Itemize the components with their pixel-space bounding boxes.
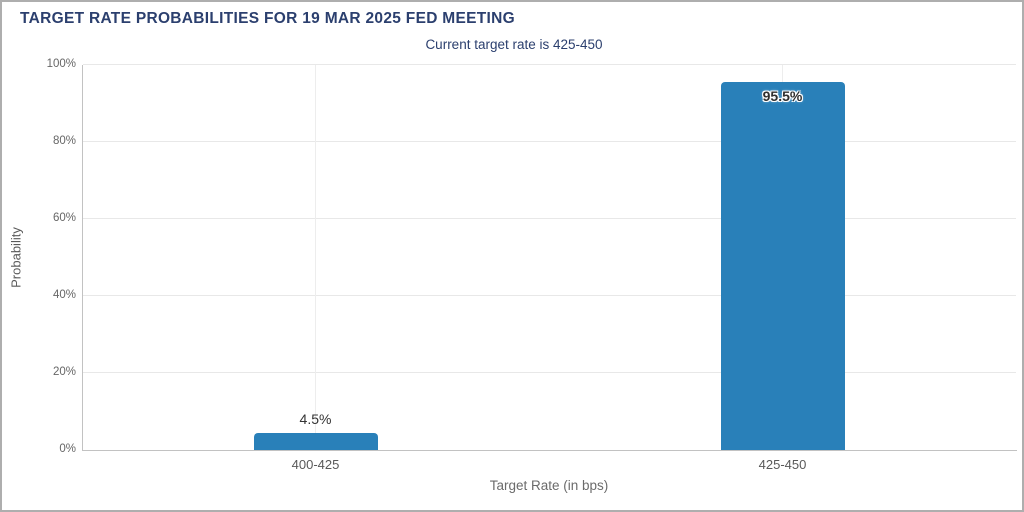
gridline-h <box>83 64 1016 65</box>
gridline-v <box>315 65 316 450</box>
y-tick-label: 0% <box>59 443 76 455</box>
y-axis-title: Probability <box>8 227 24 288</box>
y-tick-label: 20% <box>52 366 76 378</box>
gridline-h <box>83 372 1016 373</box>
x-axis-title: Target Rate (in bps) <box>489 478 609 493</box>
y-tick-label: 100% <box>46 58 76 70</box>
x-tick-label: 425-450 <box>758 457 807 472</box>
gridline-h <box>83 295 1016 296</box>
y-tick-label: 80% <box>52 135 76 147</box>
y-tick-label: 60% <box>52 212 76 224</box>
bar-value-label: 95.5% <box>762 88 803 105</box>
bar-400-425 <box>253 432 378 450</box>
x-tick-label: 400-425 <box>291 457 340 472</box>
plot-area <box>82 65 1017 451</box>
bar-425-450 <box>720 82 845 450</box>
gridline-h <box>83 218 1016 219</box>
bar-value-label: 4.5% <box>299 410 332 427</box>
y-tick-label: 40% <box>52 289 76 301</box>
gridline-h <box>83 141 1016 142</box>
chart-subtitle: Current target rate is 425-450 <box>425 37 603 52</box>
chart-title: TARGET RATE PROBABILITIES FOR 19 MAR 202… <box>20 10 516 27</box>
